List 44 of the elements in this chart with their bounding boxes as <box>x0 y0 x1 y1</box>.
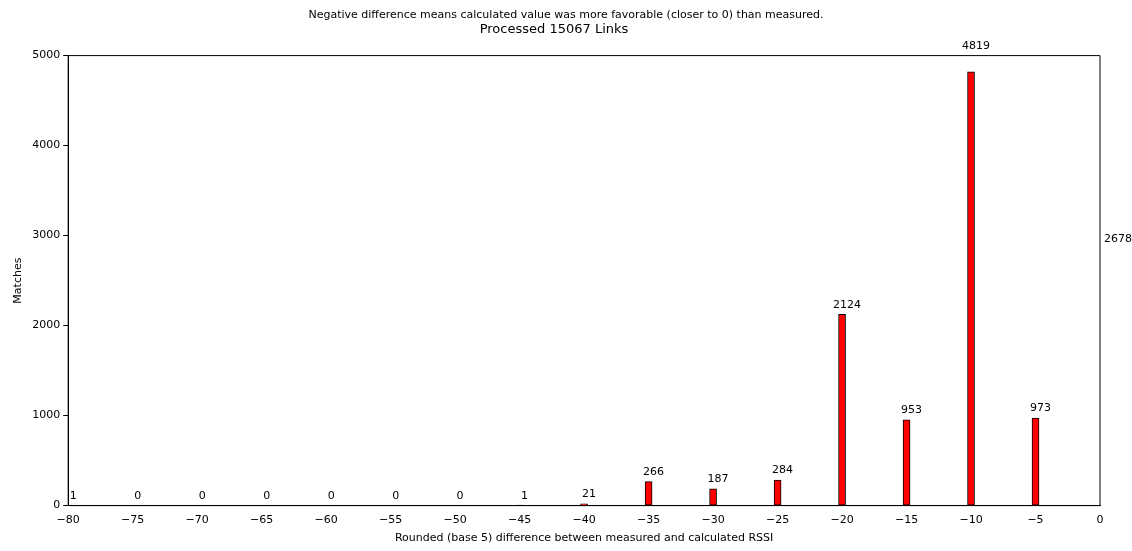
chart-title: Processed 15067 Links <box>479 21 629 37</box>
x-tick-label: −50 <box>443 513 467 527</box>
x-tick-label: −65 <box>250 513 274 527</box>
x-tick-label: −10 <box>959 513 983 527</box>
x-tick-label: −70 <box>185 513 209 527</box>
y-axis-title: Matches <box>11 257 25 304</box>
x-tick-label: −25 <box>765 513 790 527</box>
data-label: 0 <box>134 488 142 502</box>
x-tick-label: −45 <box>508 513 532 527</box>
data-label: 0 <box>392 488 400 502</box>
y-tick-label: 0 <box>53 498 61 512</box>
x-axis-title: Rounded (base 5) difference between measured and calculated RSSI <box>394 531 774 545</box>
x-tick-label: −35 <box>636 513 661 527</box>
data-label: 284 <box>772 463 794 477</box>
data-label: 21 <box>582 487 597 501</box>
x-tick-label: −5 <box>1027 513 1044 527</box>
data-label: 1 <box>521 488 529 502</box>
text: 2678 <box>1104 231 1132 245</box>
x-tick-label: −80 <box>56 513 80 527</box>
data-label: 953 <box>901 403 923 417</box>
data-label: 0 <box>327 488 335 502</box>
x-tick-label: −55 <box>379 513 403 527</box>
text: Negative difference means calculated value was more favorable (closer to 0) than measured. <box>307 8 825 21</box>
x-tick-label: −15 <box>894 513 919 527</box>
data-label: 0 <box>456 488 464 502</box>
x-tick-label: −40 <box>572 513 596 527</box>
data-label: 2124 <box>833 297 862 311</box>
data-label: 1 <box>69 488 77 502</box>
data-label: 973 <box>1030 401 1052 415</box>
x-tick-label: −20 <box>830 513 854 527</box>
x-tick-label: −60 <box>314 513 338 527</box>
y-tick-label: 4000 <box>32 138 61 152</box>
data-label: 0 <box>263 488 271 502</box>
y-tick-label: 2000 <box>32 318 61 332</box>
data-label: 266 <box>643 465 665 479</box>
y-tick-label: 3000 <box>32 228 61 242</box>
x-tick-label: 0 <box>1096 513 1104 527</box>
data-label: 187 <box>707 472 729 486</box>
data-label: 0 <box>198 488 206 502</box>
x-tick-label: −30 <box>701 513 725 527</box>
data-label: 4819 <box>962 38 991 52</box>
y-tick-label: 1000 <box>32 408 61 422</box>
y-tick-label: 5000 <box>32 48 61 62</box>
x-tick-label: −75 <box>121 513 145 527</box>
